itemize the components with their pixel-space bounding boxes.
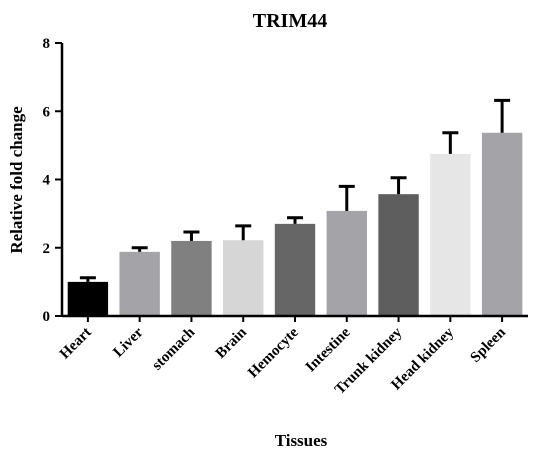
bar-liver [119, 251, 160, 316]
error-bar-heart [79, 276, 96, 282]
bar-intestine [326, 210, 367, 316]
x-tick-label: Brain [213, 324, 251, 362]
y-tick-label: 8 [43, 36, 51, 52]
x-tick-label: Spleen [468, 324, 510, 366]
error-bars-layer [79, 98, 511, 282]
x-tick-label: Hemocyte [245, 324, 302, 381]
y-axis-title: Relative fold change [7, 106, 26, 254]
bar-brain [223, 240, 264, 316]
x-tick-label: Heart [57, 325, 95, 363]
y-tick-label: 2 [43, 241, 51, 257]
error-bar-liver [131, 246, 148, 252]
chart-title: TRIM44 [253, 10, 327, 32]
error-bar-brain [235, 224, 252, 241]
x-tick-label: Liver [110, 324, 146, 360]
error-bar-head-kidney [442, 131, 459, 154]
error-bar-trunk-kidney [390, 176, 407, 195]
bar-spleen [481, 132, 523, 316]
bar-head-kidney [430, 153, 471, 316]
y-tick-label: 0 [43, 309, 51, 325]
y-tick-label: 6 [43, 104, 51, 120]
bar-hemocyte [274, 223, 316, 316]
x-axis-title: Tissues [275, 431, 328, 450]
error-bar-stomach [183, 230, 200, 241]
error-bar-intestine [338, 184, 355, 211]
bar-trunk-kidney [378, 194, 419, 316]
y-ticks-layer: 0 2 4 6 8 [43, 36, 62, 325]
x-tick-label: stomach [149, 324, 198, 373]
bar-stomach [171, 240, 212, 316]
x-tick-label: Intestine [303, 324, 354, 375]
error-bar-spleen [494, 98, 511, 133]
y-tick-label: 4 [43, 173, 51, 189]
bar-heart [67, 281, 109, 317]
bars-layer [67, 132, 523, 317]
error-bar-hemocyte [287, 216, 303, 224]
